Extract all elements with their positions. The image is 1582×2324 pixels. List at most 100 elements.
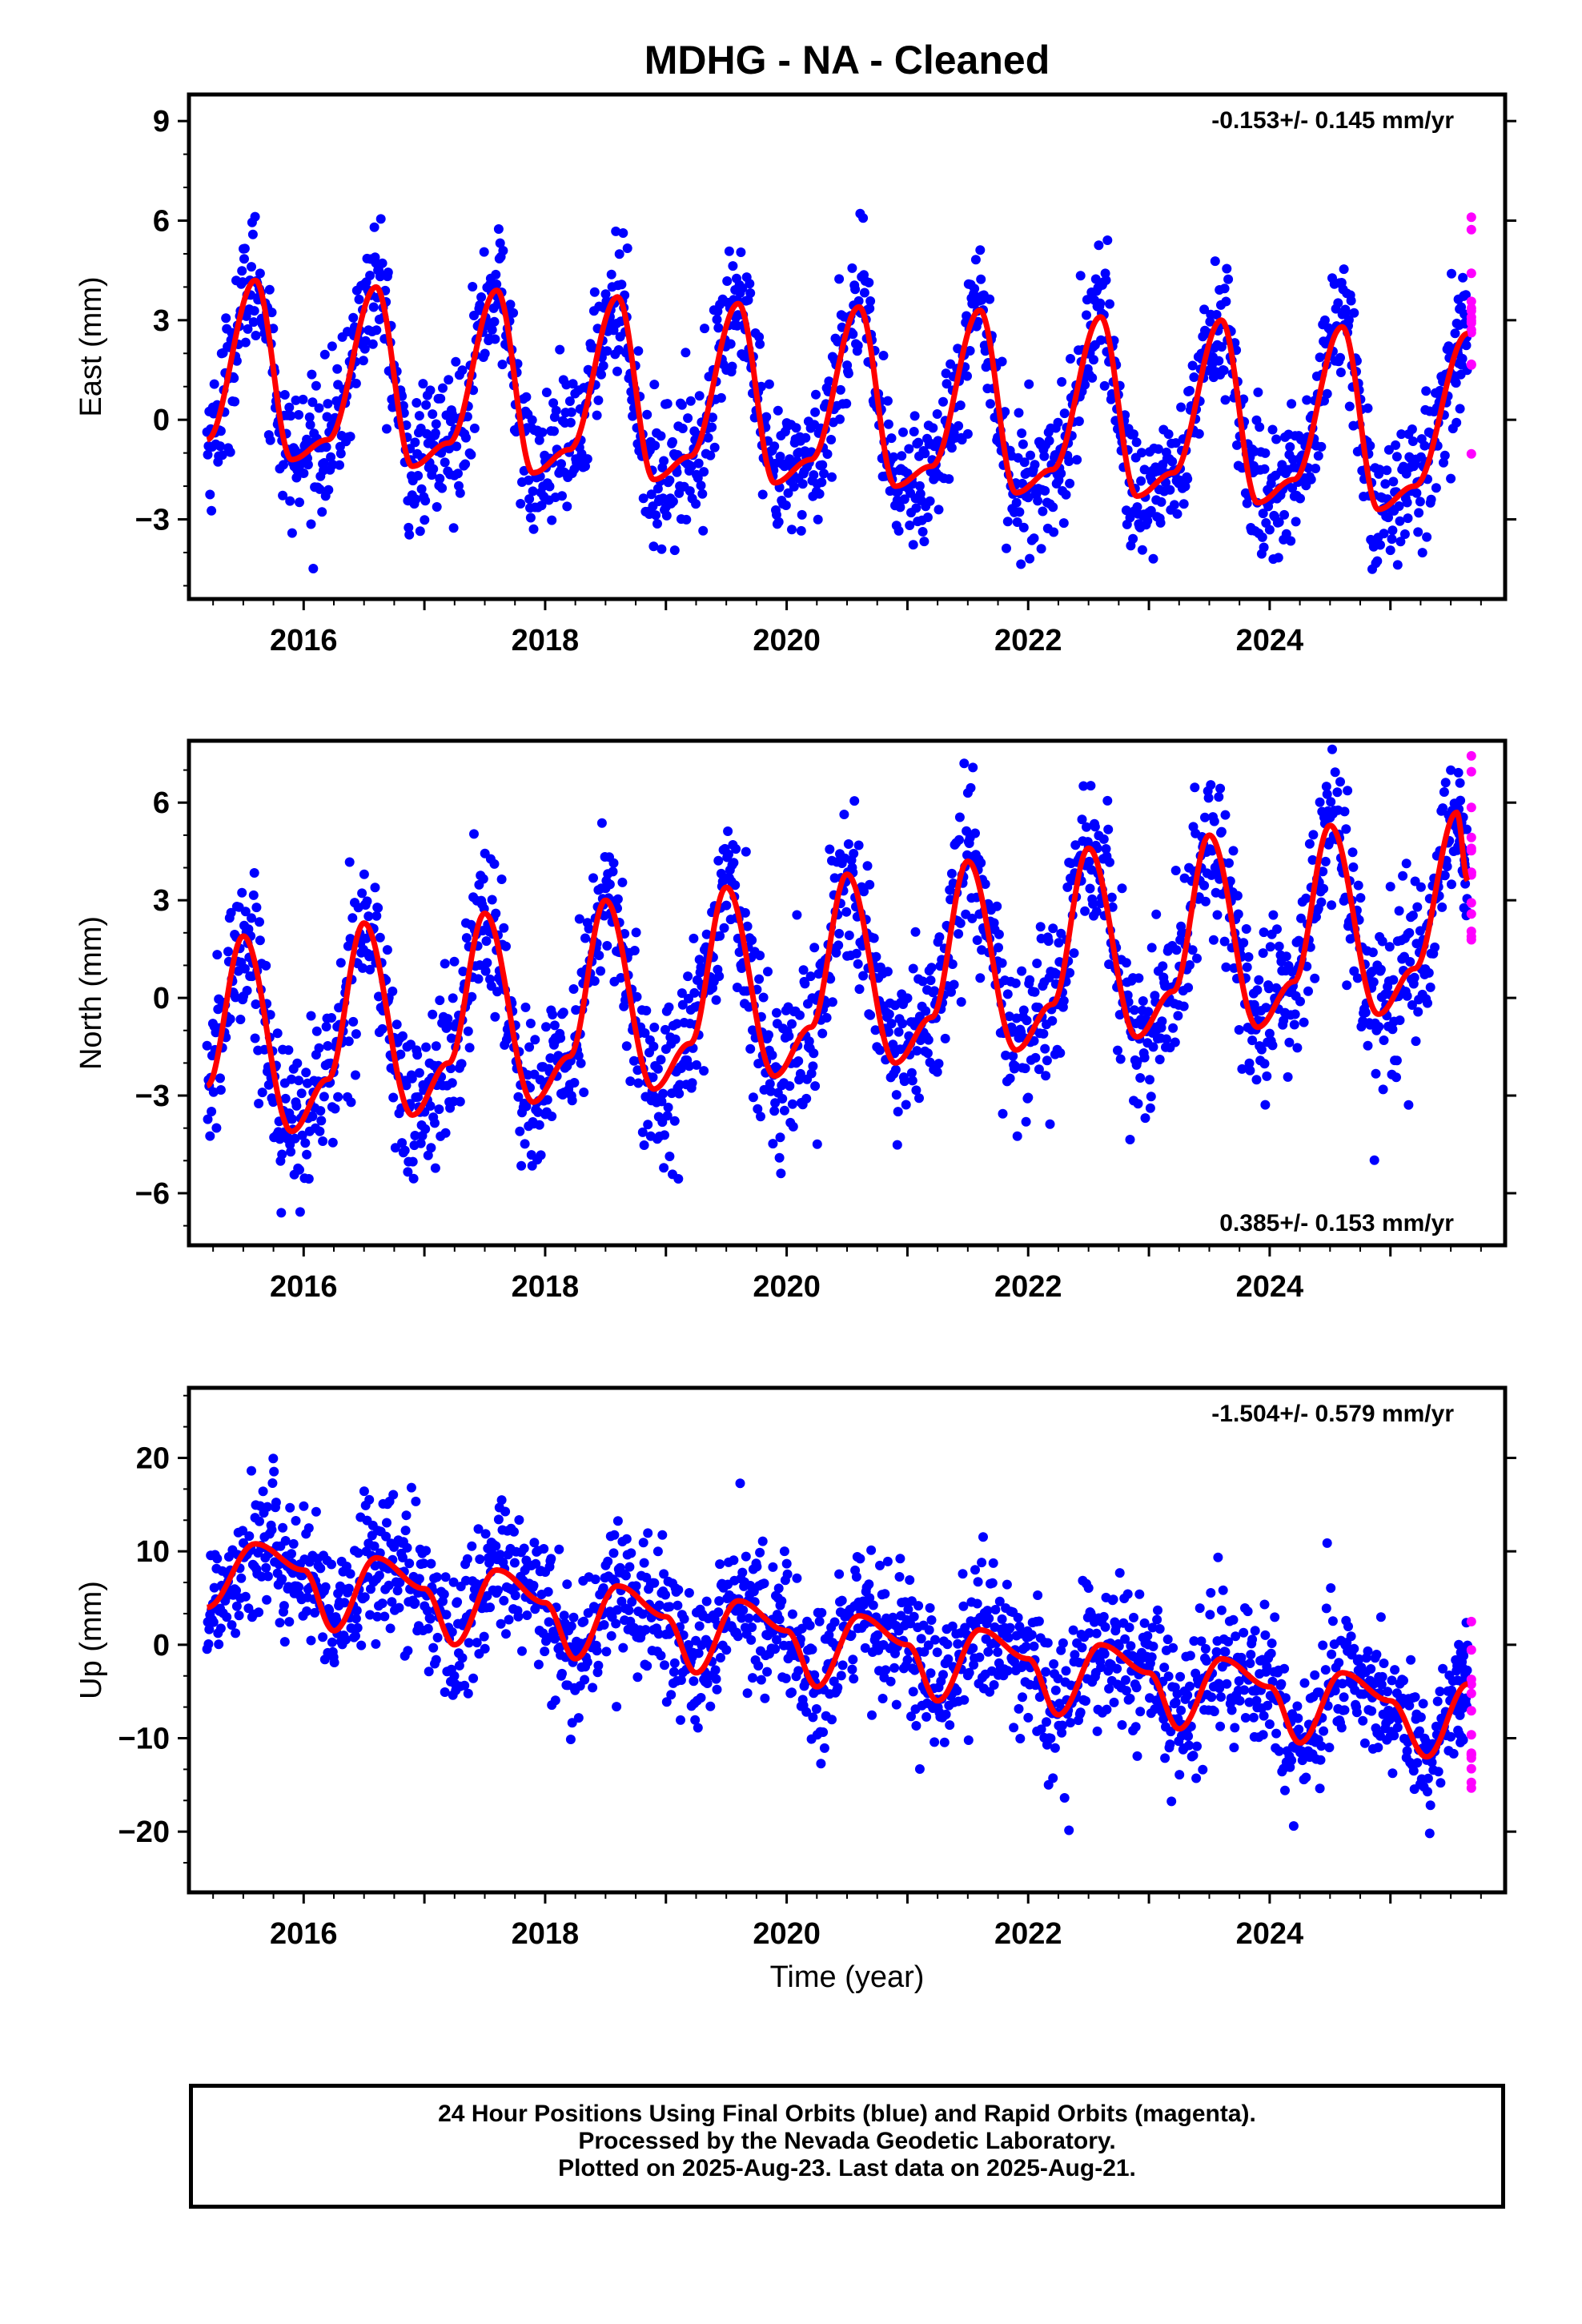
final-orbit-point (428, 409, 438, 420)
final-orbit-point (447, 1078, 457, 1088)
final-orbit-point (238, 277, 248, 287)
final-orbit-point (1249, 999, 1259, 1010)
final-orbit-point (1395, 1015, 1405, 1025)
final-orbit-point (373, 903, 383, 913)
final-orbit-point (792, 1573, 802, 1583)
final-orbit-point (452, 441, 462, 452)
final-orbit-point (1139, 464, 1150, 475)
final-orbit-point (1148, 1042, 1158, 1052)
final-orbit-point (1015, 1734, 1026, 1743)
final-orbit-point (854, 984, 865, 995)
final-orbit-point (913, 1601, 924, 1611)
final-orbit-point (1138, 996, 1148, 1006)
final-orbit-point (723, 826, 733, 836)
final-orbit-point (899, 494, 909, 505)
final-orbit-point (919, 537, 930, 547)
final-orbit-point (1199, 880, 1210, 891)
final-orbit-point (529, 1538, 540, 1548)
final-orbit-point (1044, 436, 1054, 446)
final-orbit-point (752, 1562, 762, 1572)
final-orbit-point (689, 933, 699, 943)
final-orbit-point (616, 973, 626, 983)
final-orbit-point (275, 1134, 285, 1144)
final-orbit-point (912, 1046, 922, 1056)
final-orbit-point (365, 1610, 375, 1620)
final-orbit-point (437, 483, 448, 493)
final-orbit-point (1273, 553, 1283, 563)
final-orbit-point (497, 360, 508, 370)
x-tick-label: 2022 (994, 1270, 1062, 1304)
final-orbit-point (231, 1586, 241, 1596)
final-orbit-point (388, 1490, 399, 1500)
final-orbit-point (496, 1495, 507, 1506)
final-orbit-point (957, 435, 967, 445)
final-orbit-point (725, 339, 736, 349)
final-orbit-point (640, 1028, 650, 1038)
final-orbit-point (315, 1126, 325, 1136)
final-orbit-point (747, 935, 757, 945)
final-orbit-point (382, 1518, 391, 1528)
final-orbit-point (897, 451, 907, 461)
final-orbit-point (385, 1623, 396, 1634)
final-orbit-point (1392, 560, 1403, 570)
final-orbit-point (548, 398, 559, 408)
final-orbit-point (308, 564, 319, 573)
final-orbit-point (235, 1015, 246, 1024)
final-orbit-point (473, 974, 484, 984)
final-orbit-point (432, 502, 442, 512)
final-orbit-point (1453, 767, 1464, 778)
final-orbit-point (287, 1074, 296, 1084)
final-orbit-point (1078, 781, 1089, 791)
final-orbit-point (626, 1548, 636, 1558)
final-orbit-point (1008, 1051, 1018, 1061)
final-orbit-point (1137, 545, 1147, 555)
final-orbit-point (806, 1068, 817, 1079)
rapid-orbit-point (1466, 224, 1476, 235)
final-orbit-point (714, 971, 725, 981)
final-orbit-point (1407, 436, 1418, 446)
final-orbit-point (276, 1208, 287, 1218)
final-orbit-point (825, 974, 836, 984)
final-orbit-point (1122, 1589, 1133, 1599)
final-orbit-point (1279, 1015, 1289, 1026)
final-orbit-point (448, 523, 459, 533)
final-orbit-point (1121, 958, 1131, 968)
final-orbit-point (895, 502, 905, 513)
final-orbit-point (542, 1095, 552, 1105)
final-orbit-point (859, 887, 869, 897)
final-orbit-point (1088, 899, 1098, 909)
final-orbit-point (1113, 1045, 1122, 1055)
final-orbit-point (387, 986, 398, 996)
final-orbit-point (970, 255, 981, 265)
final-orbit-point (1146, 1092, 1156, 1102)
final-orbit-point (363, 911, 374, 922)
final-orbit-point (1232, 440, 1242, 450)
final-orbit-point (375, 214, 386, 224)
final-orbit-point (811, 389, 821, 400)
final-orbit-point (1090, 822, 1100, 832)
final-orbit-point (604, 879, 615, 890)
final-orbit-point (827, 997, 837, 1007)
final-orbit-point (851, 948, 861, 959)
final-orbit-point (1333, 298, 1343, 308)
final-orbit-point (277, 1574, 287, 1584)
final-orbit-point (608, 858, 619, 868)
final-orbit-point (755, 1547, 765, 1558)
final-orbit-point (665, 1152, 675, 1161)
final-orbit-point (853, 340, 863, 351)
final-orbit-point (1287, 399, 1297, 409)
final-orbit-point (358, 963, 367, 973)
final-orbit-point (403, 1167, 413, 1177)
final-orbit-point (1033, 1590, 1043, 1600)
final-orbit-point (315, 1106, 326, 1116)
final-orbit-point (1206, 780, 1216, 790)
final-orbit-point (885, 1676, 896, 1687)
final-orbit-point (1360, 1007, 1371, 1018)
final-orbit-point (1167, 456, 1178, 467)
final-orbit-point (567, 1096, 577, 1106)
final-orbit-point (1013, 1613, 1023, 1622)
final-orbit-point (1391, 1055, 1402, 1066)
final-orbit-point (986, 399, 995, 409)
final-orbit-point (1084, 856, 1094, 866)
final-orbit-point (287, 528, 297, 538)
